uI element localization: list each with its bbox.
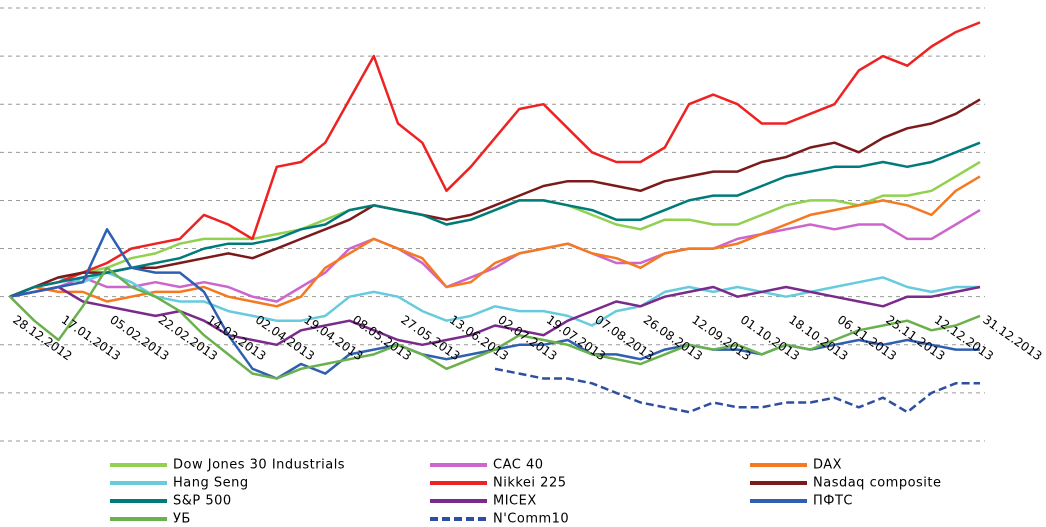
legend-label: Hang Seng bbox=[173, 476, 249, 491]
series-line bbox=[9, 266, 981, 380]
legend-label: S&P 500 bbox=[173, 494, 232, 509]
legend-label: MICEX bbox=[493, 494, 537, 509]
series-line bbox=[9, 271, 980, 327]
series-line bbox=[9, 209, 981, 303]
legend-label: N'Comm10 bbox=[493, 512, 569, 527]
legend-label: CAC 40 bbox=[493, 458, 544, 473]
legend-label: Nikkei 225 bbox=[493, 476, 567, 491]
series-line bbox=[9, 21, 981, 298]
legend-label: Nasdaq composite bbox=[813, 476, 942, 491]
legend-label: DAX bbox=[813, 458, 842, 473]
series-line bbox=[9, 98, 981, 298]
legend-label: Dow Jones 30 Industrials bbox=[173, 458, 345, 473]
series-line bbox=[9, 141, 981, 298]
series-line bbox=[9, 175, 981, 308]
series-line bbox=[494, 367, 980, 414]
series-line bbox=[9, 285, 981, 347]
legend-label: УБ bbox=[173, 512, 191, 527]
legend-label: ПФТС bbox=[813, 494, 853, 509]
